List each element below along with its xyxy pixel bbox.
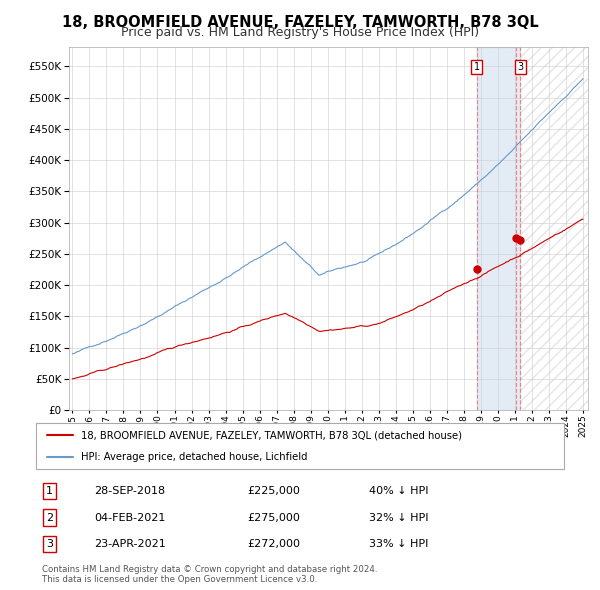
Text: 23-APR-2021: 23-APR-2021 — [94, 539, 166, 549]
Bar — [520, 47, 592, 410]
Text: 3: 3 — [517, 62, 524, 72]
Text: 1: 1 — [46, 486, 53, 496]
Text: Contains HM Land Registry data © Crown copyright and database right 2024.: Contains HM Land Registry data © Crown c… — [42, 565, 377, 573]
Text: 32% ↓ HPI: 32% ↓ HPI — [368, 513, 428, 523]
Text: 1: 1 — [473, 62, 479, 72]
Text: Price paid vs. HM Land Registry's House Price Index (HPI): Price paid vs. HM Land Registry's House … — [121, 26, 479, 39]
Text: £225,000: £225,000 — [247, 486, 300, 496]
Text: 40% ↓ HPI: 40% ↓ HPI — [368, 486, 428, 496]
Text: 3: 3 — [46, 539, 53, 549]
Text: 2: 2 — [46, 513, 53, 523]
Bar — [476, 47, 520, 410]
Text: £272,000: £272,000 — [247, 539, 300, 549]
Text: 18, BROOMFIELD AVENUE, FAZELEY, TAMWORTH, B78 3QL (detached house): 18, BROOMFIELD AVENUE, FAZELEY, TAMWORTH… — [81, 431, 462, 441]
Text: 33% ↓ HPI: 33% ↓ HPI — [368, 539, 428, 549]
Text: 18, BROOMFIELD AVENUE, FAZELEY, TAMWORTH, B78 3QL: 18, BROOMFIELD AVENUE, FAZELEY, TAMWORTH… — [62, 15, 538, 30]
Bar — [520, 33, 592, 410]
Text: This data is licensed under the Open Government Licence v3.0.: This data is licensed under the Open Gov… — [42, 575, 317, 584]
Text: 28-SEP-2018: 28-SEP-2018 — [94, 486, 165, 496]
Text: 04-FEB-2021: 04-FEB-2021 — [94, 513, 166, 523]
Text: £275,000: £275,000 — [247, 513, 300, 523]
Text: HPI: Average price, detached house, Lichfield: HPI: Average price, detached house, Lich… — [81, 451, 307, 461]
FancyBboxPatch shape — [36, 423, 564, 469]
